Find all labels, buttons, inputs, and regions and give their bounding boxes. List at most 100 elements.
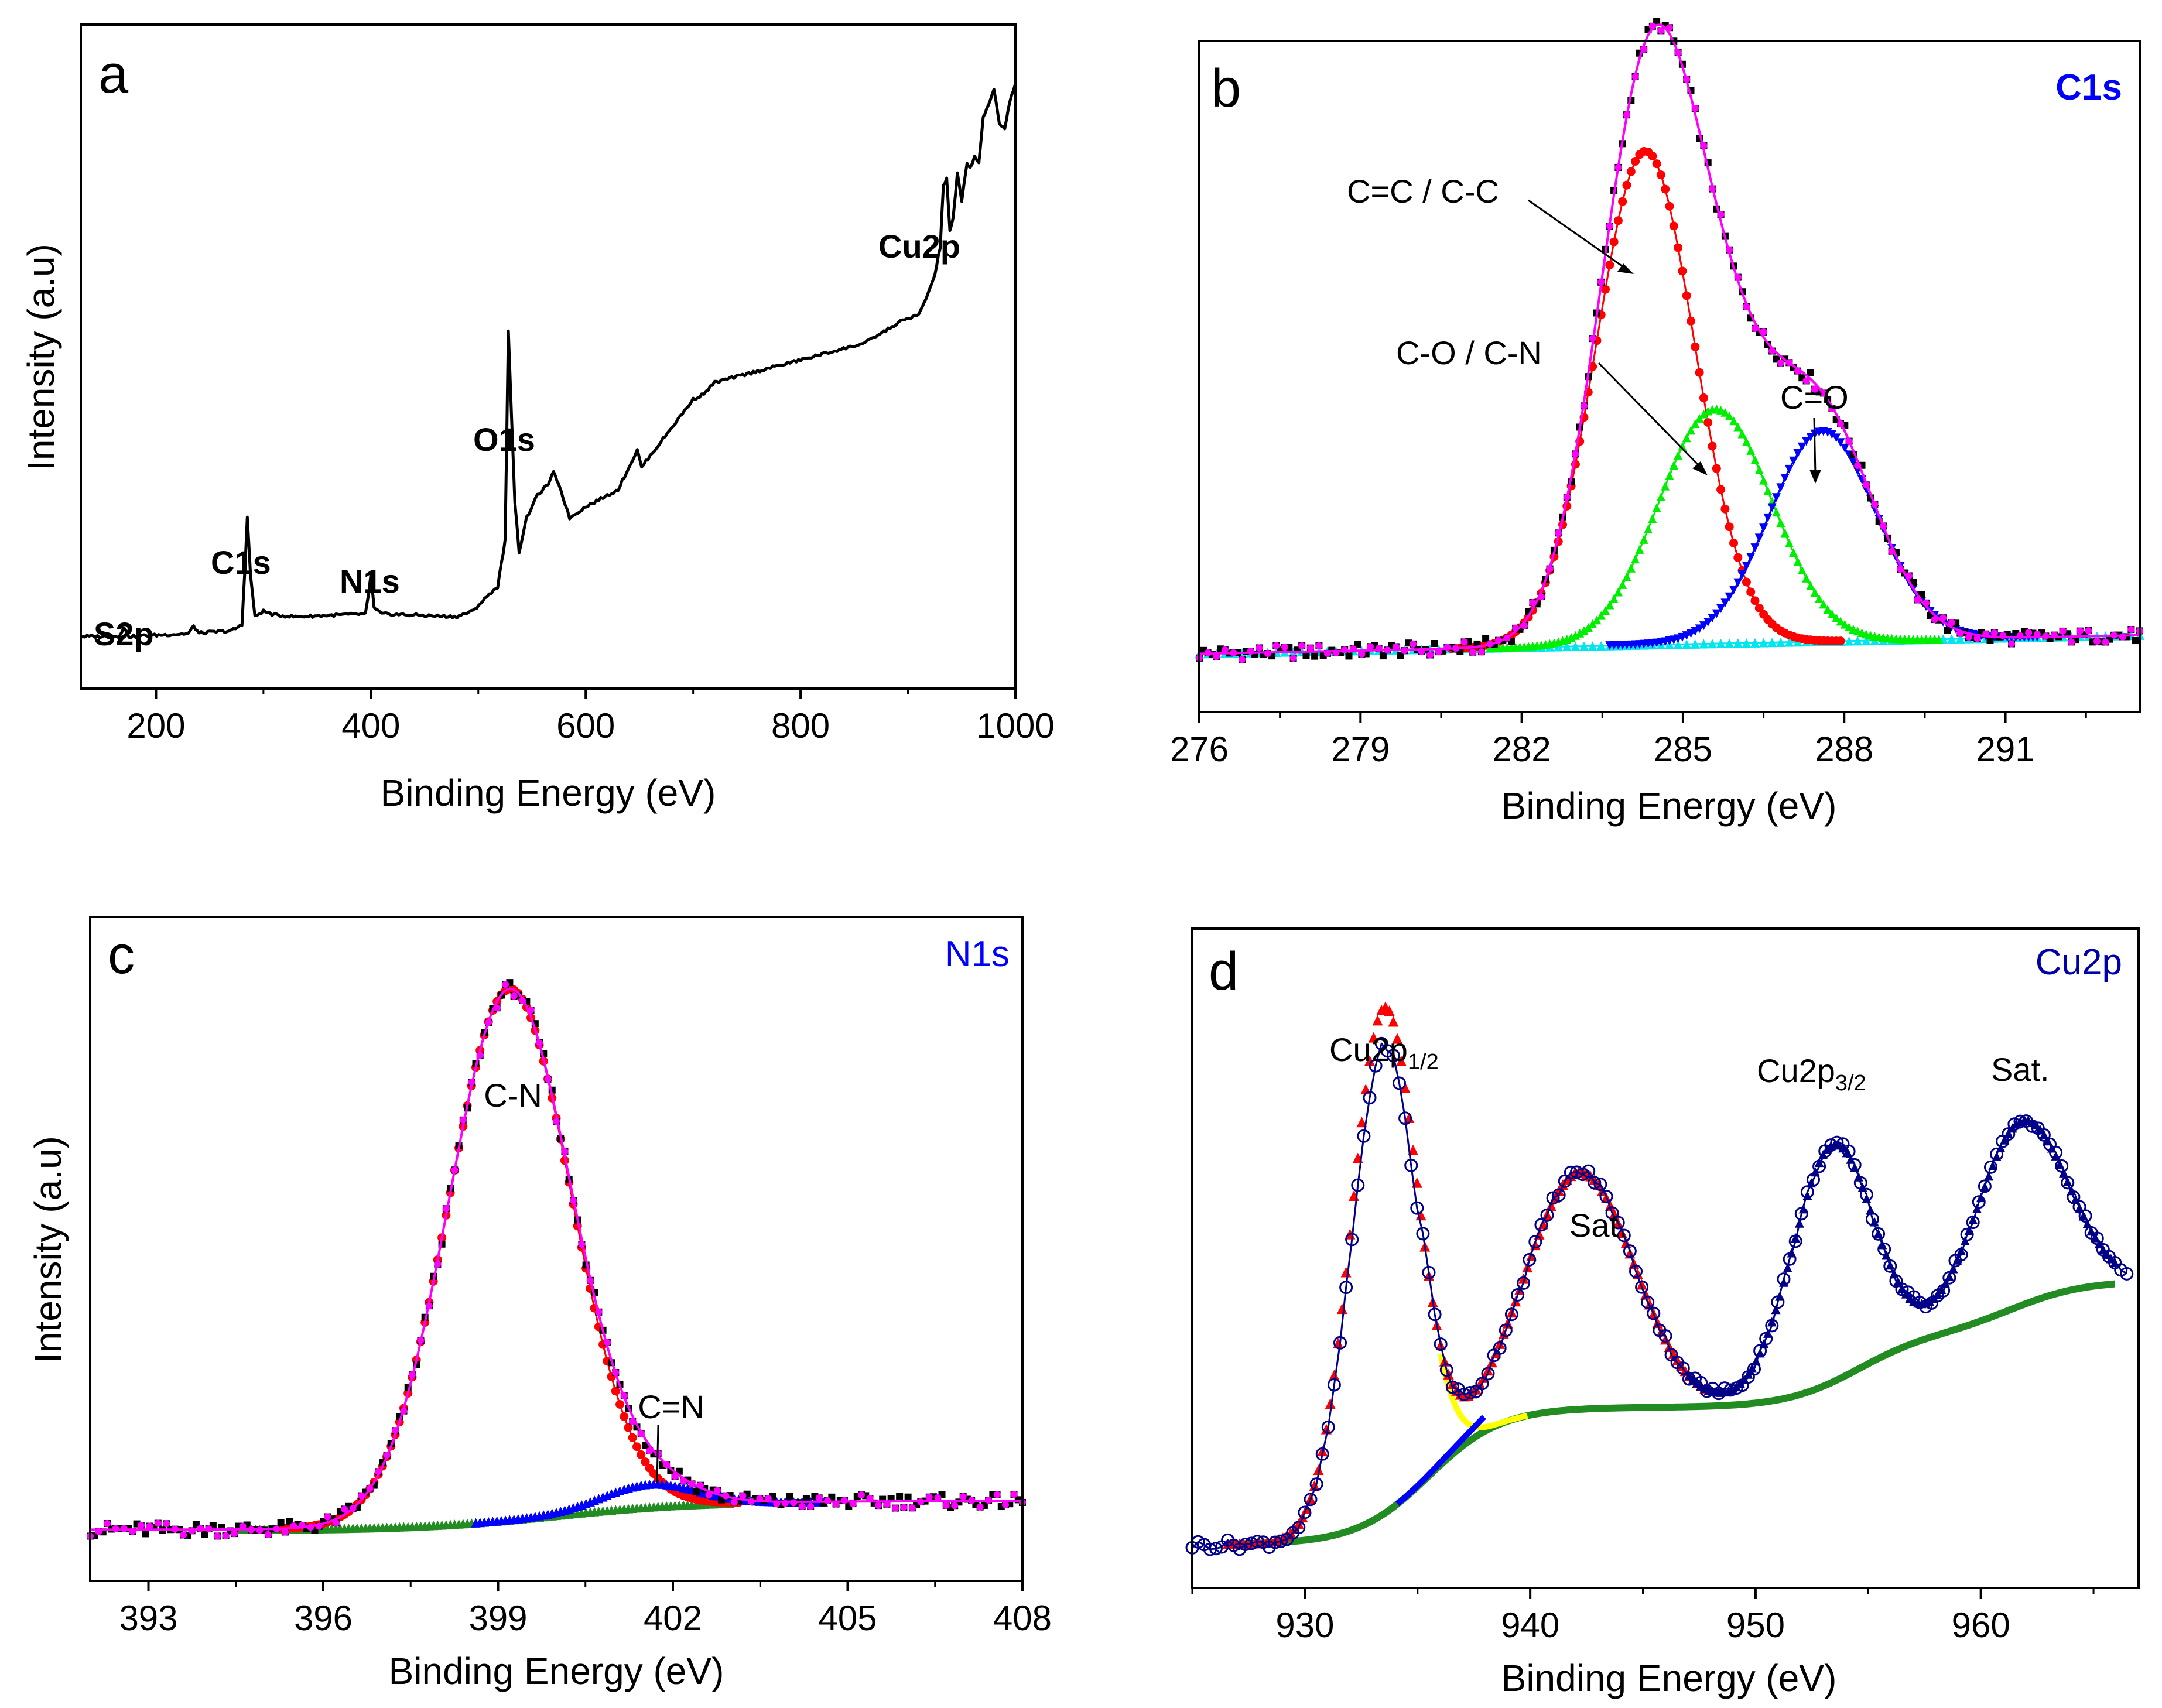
c1s-envelope-marker [1477, 648, 1485, 656]
n1s-envelope-marker [925, 1493, 933, 1501]
c1s-envelope-marker [1640, 45, 1648, 53]
cu2p-raw-data-marker [1209, 1542, 1223, 1556]
cu2p-raw-data-marker [1777, 1272, 1791, 1286]
n1s-envelope-marker [968, 1497, 976, 1504]
n1s-envelope-marker [883, 1500, 891, 1508]
c1s-envelope-marker [1230, 649, 1237, 656]
c1s-fit-peak-marker [1678, 441, 1687, 451]
n1s-envelope-marker [764, 1495, 772, 1502]
cu2p-raw-data-marker [1812, 1159, 1826, 1173]
c1s-fit-peak-marker [1746, 553, 1756, 562]
c1s-envelope-marker [2042, 632, 2050, 640]
n1s-envelope-marker [841, 1497, 849, 1504]
c1s-fit-peak-marker [1691, 419, 1700, 429]
cu2p-raw-data-marker [1759, 1332, 1773, 1346]
n1s-envelope-marker [985, 1497, 993, 1504]
n1s-envelope-marker [341, 1505, 348, 1513]
c1s-envelope-marker [1657, 27, 1665, 35]
c1s-fit-peak-marker [1648, 151, 1657, 160]
c1s-fit-peak-marker [1750, 543, 1760, 553]
c1s-envelope-marker [2051, 631, 2058, 639]
c1s-fit-peak-marker [1750, 455, 1760, 464]
c1s-envelope-marker [1888, 547, 1896, 555]
panel-b-title: C1s [2055, 67, 2122, 108]
cu2p-region1-fit-marker [1392, 1033, 1403, 1044]
c1s-fit-peak-marker [1656, 170, 1665, 180]
c1s-envelope-marker [1512, 624, 1520, 632]
cu2p-raw-data-marker [1493, 1341, 1507, 1355]
panel-b-x-axis-title: Binding Energy (eV) [1501, 785, 1837, 827]
c1s-raw-data-marker [1354, 641, 1361, 648]
c1s-fit-peak-marker [1699, 393, 1708, 403]
n1s-envelope-marker [747, 1498, 755, 1505]
c1s-envelope-marker [1298, 642, 1306, 650]
c1s-envelope-marker [1905, 572, 1913, 580]
c1s-envelope-marker [1768, 347, 1776, 355]
cu2p-region1-fit-marker [1404, 1113, 1415, 1124]
c1s-fit-peak-marker [1737, 570, 1747, 579]
c1s-envelope-marker [1367, 643, 1374, 651]
c1s-fit-peak-marker [1836, 617, 1845, 626]
c1s-fit-peak-marker [1691, 342, 1700, 351]
c1s-fit-peak-marker [1635, 545, 1644, 554]
c1s-fit-peak-marker [1840, 619, 1849, 629]
c1s-fit-peak-marker [1712, 464, 1721, 473]
cu2p-raw-data-marker [1481, 1367, 1495, 1381]
panel-d-letter: d [1209, 942, 1239, 1001]
c1s-envelope-marker [1572, 450, 1579, 458]
c1s-fit-peak-marker [1596, 611, 1606, 620]
panel-b-plot-area [1195, 18, 2144, 663]
c1s-fit-peak-marker [1810, 588, 1819, 597]
annotation-o1s: O1s [473, 421, 535, 458]
c1s-envelope-marker [1401, 647, 1408, 655]
c1s-envelope-marker [1674, 49, 1682, 56]
n1s-envelope-marker [103, 1520, 111, 1528]
n1s-raw-data-marker [201, 1531, 208, 1538]
c1s-fit-peak-marker [1613, 216, 1623, 225]
c1s-envelope-marker [1794, 367, 1801, 375]
panel-c-letter: c [108, 925, 135, 985]
c1s-raw-data-marker [1379, 652, 1387, 660]
cu2p-raw-data-marker [1363, 1091, 1377, 1105]
c1s-envelope-marker [1563, 494, 1571, 501]
c1s-fit-peak-marker [1622, 180, 1631, 190]
c1s-envelope-marker [1683, 76, 1691, 83]
n1s-envelope-marker [807, 1502, 815, 1510]
annotation-c-o-double-leader [1813, 417, 1817, 475]
n1s-envelope-line [90, 987, 1022, 1531]
cu2p-raw-data-marker [1588, 1176, 1602, 1190]
n1s-cn-peak-marker [611, 1387, 620, 1396]
c1s-envelope-marker [2102, 638, 2109, 646]
n1s-envelope-marker [646, 1447, 654, 1455]
cu2p-region1-fit-marker [1447, 1378, 1458, 1389]
n1s-envelope-marker [273, 1525, 280, 1533]
cu2p-raw-data-marker [1753, 1344, 1767, 1358]
cu2p-raw-data-marker [1960, 1227, 1974, 1241]
panel-b-x-ticks: 276 279 282 285 288 291 [1170, 712, 2087, 769]
n1s-envelope-marker [239, 1522, 247, 1530]
cu2p-baseline-line [1239, 1280, 2116, 1548]
cu2p-region2-fit-marker [1932, 1289, 1942, 1299]
cu2p-raw-data-marker [1978, 1179, 1992, 1193]
x-tick-label: 393 [119, 1599, 177, 1638]
n1s-envelope-marker [527, 1007, 535, 1014]
c1s-envelope-marker [2059, 627, 2067, 635]
panel-a-plot-area [80, 83, 1017, 639]
c1s-envelope-marker [1990, 629, 1998, 636]
cu2p-raw-data-marker [1315, 1447, 1329, 1461]
c1s-envelope-marker [2085, 627, 2092, 635]
panel-c-title: N1s [945, 934, 1010, 974]
cu2p-raw-data-marker [1872, 1227, 1886, 1241]
cu2p-region1-fit-marker [1325, 1398, 1336, 1409]
c1s-envelope-marker [1239, 656, 1246, 663]
n1s-envelope-marker [120, 1525, 128, 1532]
c1s-raw-data-marker [1807, 369, 1814, 376]
cu2p-raw-data-marker [2013, 1114, 2027, 1128]
c1s-fit-peak-marker [1716, 485, 1726, 494]
c1s-envelope-marker [1717, 211, 1725, 218]
c1s-fit-peak-marker [1720, 504, 1730, 514]
n1s-envelope-marker [603, 1339, 611, 1346]
c1s-fit-peak-marker [1609, 594, 1619, 603]
panel-d-x-ticks: 930 940 950 960 [1191, 1588, 2095, 1645]
c1s-fit-peak-marker [1699, 621, 1708, 631]
